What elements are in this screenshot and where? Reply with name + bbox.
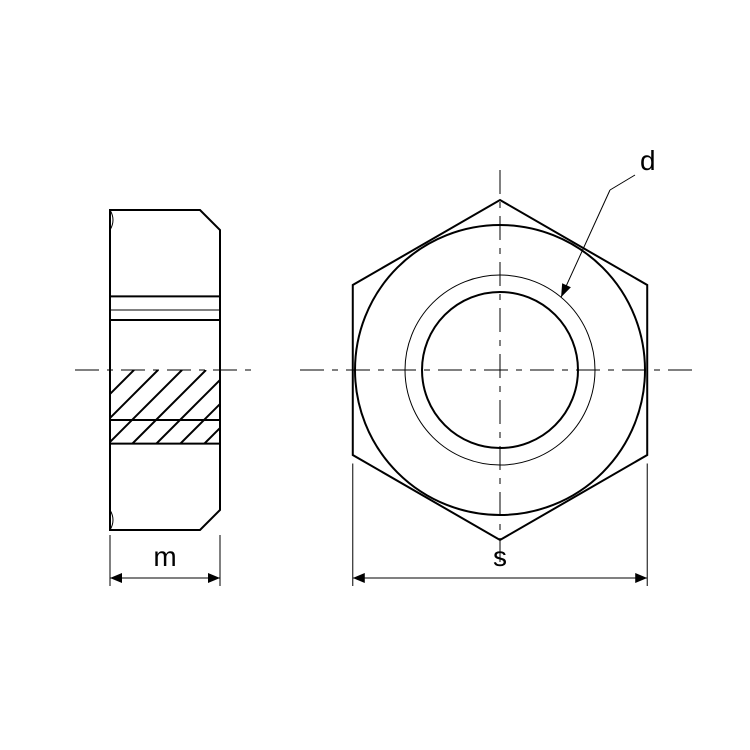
- dim-m-arrow-r: [208, 573, 220, 583]
- dim-d-leader-2: [610, 175, 635, 190]
- dim-s-arrow-l: [353, 573, 365, 583]
- dim-d-label: d: [640, 145, 656, 176]
- dim-d-arrow: [561, 283, 571, 297]
- section-hatch: [36, 370, 302, 444]
- dim-m-label: m: [153, 541, 176, 572]
- dim-d-leader-1: [561, 190, 610, 297]
- dim-s-arrow-r: [635, 573, 647, 583]
- dim-m-arrow-l: [110, 573, 122, 583]
- dim-s-label: s: [493, 541, 507, 572]
